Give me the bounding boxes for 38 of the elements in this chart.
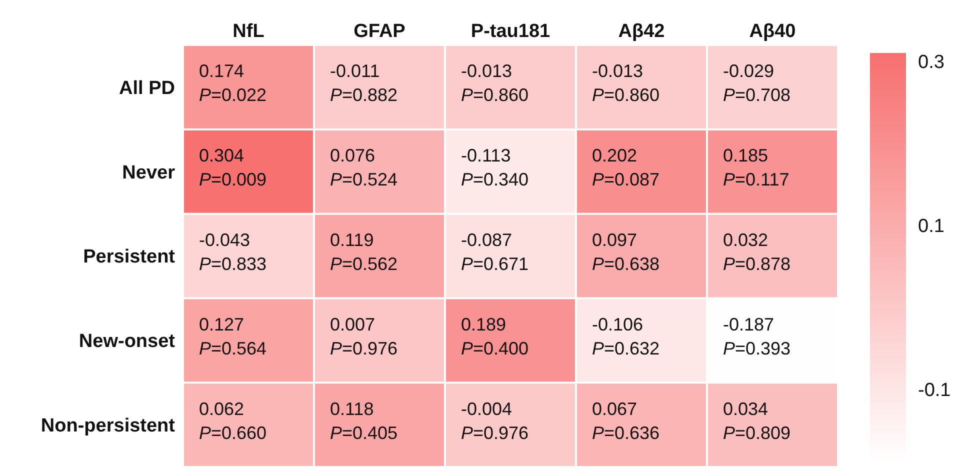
data-label: 0.185 P=0.117 xyxy=(723,146,790,190)
data-label: 0.127 P=0.564 xyxy=(199,314,267,358)
y-tick-label: New-onset xyxy=(78,331,176,352)
x-tick-label: GFAP xyxy=(354,21,406,42)
data-label: -0.011 P=0.882 xyxy=(330,61,398,106)
x-tick-label: NfL xyxy=(232,21,265,42)
data-label: 0.007 P=0.976 xyxy=(330,314,398,358)
data-label: 0.189 P=0.400 xyxy=(461,314,529,358)
data-label: -0.087 P=0.671 xyxy=(461,230,529,274)
data-label: -0.043 P=0.833 xyxy=(199,230,267,274)
data-label: -0.187 P=0.393 xyxy=(723,314,791,358)
data-label: 0.067 P=0.636 xyxy=(592,398,660,443)
color-bar-label: 0.1 xyxy=(918,216,944,238)
data-label: -0.106 P=0.632 xyxy=(592,314,660,358)
data-label: -0.013 P=0.860 xyxy=(461,61,529,106)
color-bar-label: -0.1 xyxy=(918,380,951,402)
data-label: -0.013 P=0.860 xyxy=(592,61,660,106)
data-label: -0.113 P=0.340 xyxy=(461,146,529,190)
data-label: -0.004 P=0.976 xyxy=(461,398,529,443)
x-tick-label: P-tau181 xyxy=(470,21,551,42)
x-tick-label: Aβ40 xyxy=(749,21,796,42)
color-bar-label: 0.3 xyxy=(918,52,944,74)
data-label: 0.202 P=0.087 xyxy=(592,146,660,190)
y-tick-label: Non-persistent xyxy=(40,416,176,437)
y-tick-label: All PD xyxy=(119,78,175,99)
data-label: 0.034 P=0.809 xyxy=(723,398,791,443)
y-tick-label: Never xyxy=(122,162,176,184)
data-label: 0.304 P=0.009 xyxy=(199,146,267,190)
data-label: 0.119 P=0.562 xyxy=(330,230,398,274)
data-label: 0.097 P=0.638 xyxy=(592,230,660,274)
data-label: 0.076 P=0.524 xyxy=(330,146,398,190)
data-label: 0.174 P=0.022 xyxy=(199,61,267,106)
data-label: 0.032 P=0.878 xyxy=(723,230,791,274)
x-tick-label: Aβ42 xyxy=(618,21,665,42)
data-label: 0.062 P=0.660 xyxy=(199,398,267,443)
data-label: 0.118 P=0.405 xyxy=(330,398,398,443)
data-label: -0.029 P=0.708 xyxy=(723,61,791,106)
y-tick-label: Persistent xyxy=(83,246,176,268)
